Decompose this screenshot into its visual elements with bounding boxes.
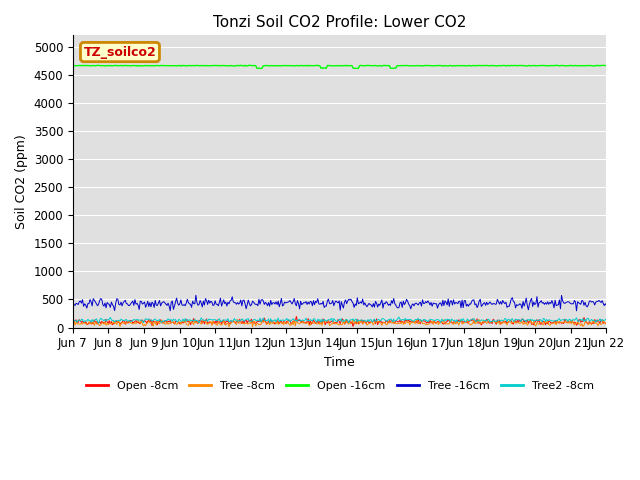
- Text: TZ_soilco2: TZ_soilco2: [84, 46, 156, 59]
- Legend: Open -8cm, Tree -8cm, Open -16cm, Tree -16cm, Tree2 -8cm: Open -8cm, Tree -8cm, Open -16cm, Tree -…: [81, 377, 598, 396]
- Title: Tonzi Soil CO2 Profile: Lower CO2: Tonzi Soil CO2 Profile: Lower CO2: [213, 15, 467, 30]
- Y-axis label: Soil CO2 (ppm): Soil CO2 (ppm): [15, 134, 28, 229]
- X-axis label: Time: Time: [324, 356, 355, 369]
